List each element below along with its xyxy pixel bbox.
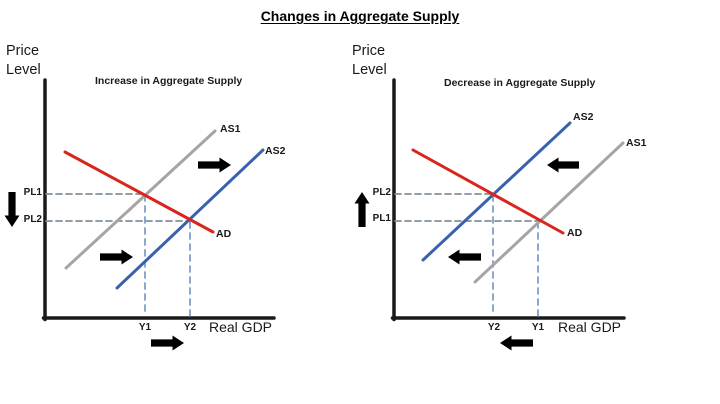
as2-curve-right [421, 121, 572, 262]
page-title: Changes in Aggregate Supply [260, 8, 460, 24]
as1-label-right: AS1 [626, 137, 647, 149]
shift-right-arrow-lower-left-panel [100, 249, 133, 265]
as2-label-left: AS2 [265, 145, 286, 157]
pl-upper-label-right: PL2 [372, 187, 391, 198]
as1-label-left: AS1 [220, 123, 241, 135]
y-left-label-right: Y2 [487, 322, 501, 333]
ad-curve-right [411, 148, 565, 235]
as1-curve-right [473, 141, 625, 284]
y-left-label-left: Y1 [138, 322, 152, 333]
as2-label-right: AS2 [573, 111, 594, 123]
output-increase-arrow-left-panel [151, 335, 184, 351]
real-gdp-label-right: Real GDP [558, 319, 622, 335]
shift-left-arrow-lower-right-panel [448, 249, 481, 265]
y-right-label-right: Y1 [531, 322, 545, 333]
y-right-label-left: Y2 [183, 322, 197, 333]
ad-curve-left [63, 150, 215, 234]
panel-decrease-title: Decrease in Aggregate Supply [444, 77, 596, 89]
real-gdp-label-left: Real GDP [209, 319, 273, 335]
price-decrease-arrow-left-panel [4, 192, 20, 227]
price-level-label-left: Price Level [6, 43, 41, 78]
as1-curve-left [64, 129, 217, 270]
price-increase-arrow-right-panel [354, 192, 370, 227]
pl-upper-label-left: PL1 [23, 187, 42, 198]
ad-label-right: AD [567, 227, 583, 239]
panel-increase-title: Increase in Aggregate Supply [95, 75, 243, 87]
output-decrease-arrow-right-panel [500, 335, 533, 351]
price-level-label-right: Price Level [352, 43, 387, 78]
shift-right-arrow-upper-left-panel [198, 157, 231, 173]
ad-label-left: AD [216, 228, 232, 240]
pl-lower-label-right: PL1 [372, 213, 391, 224]
shift-left-arrow-upper-right-panel [547, 157, 579, 173]
pl-lower-label-left: PL2 [23, 214, 42, 225]
